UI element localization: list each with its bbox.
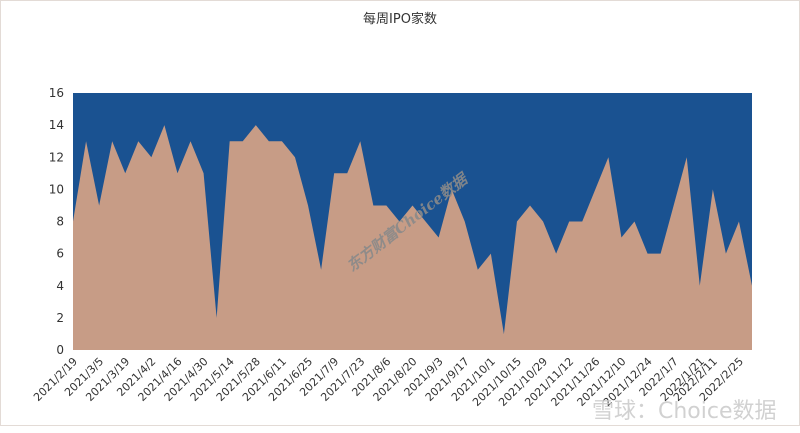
chart-title: 每周IPO家数 [363,12,437,27]
y-tick-label: 14 [49,118,64,132]
y-tick-label: 2 [56,311,64,325]
watermark-bottom: 雪球：Choice数据 [592,399,777,424]
y-tick-label: 12 [49,150,64,164]
data-area [73,125,752,350]
y-tick-label: 16 [49,86,64,100]
y-tick-label: 0 [56,343,64,357]
y-axis: 0 2 4 6 8 10 12 14 16 [49,86,64,357]
y-tick-label: 10 [49,182,64,196]
y-tick-label: 4 [56,279,64,293]
y-tick-label: 8 [56,215,64,229]
y-tick-label: 6 [56,247,64,261]
